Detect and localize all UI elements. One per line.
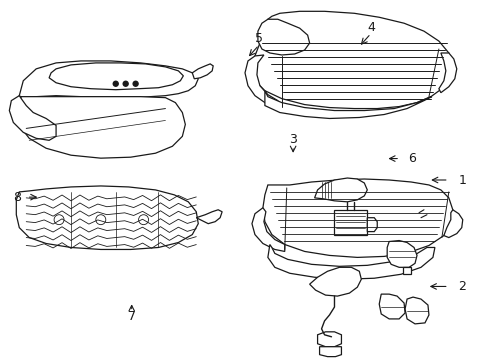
Polygon shape <box>402 267 410 274</box>
Text: 8: 8 <box>13 191 21 204</box>
Circle shape <box>133 81 138 86</box>
Text: 6: 6 <box>407 152 415 165</box>
Polygon shape <box>267 244 434 279</box>
Polygon shape <box>443 210 462 238</box>
Polygon shape <box>49 63 183 90</box>
Polygon shape <box>314 178 366 202</box>
Text: 3: 3 <box>288 134 296 147</box>
Polygon shape <box>257 19 309 55</box>
Polygon shape <box>386 240 416 267</box>
Polygon shape <box>379 294 404 319</box>
Polygon shape <box>438 53 456 93</box>
Polygon shape <box>16 186 198 249</box>
Polygon shape <box>251 208 284 251</box>
Text: 4: 4 <box>366 21 374 33</box>
Polygon shape <box>9 96 56 140</box>
Text: 1: 1 <box>457 174 466 186</box>
Polygon shape <box>244 55 277 107</box>
Circle shape <box>113 81 118 86</box>
Polygon shape <box>16 96 185 158</box>
Text: 2: 2 <box>457 280 466 293</box>
Polygon shape <box>251 11 451 109</box>
Polygon shape <box>319 347 341 357</box>
Polygon shape <box>317 332 341 347</box>
Polygon shape <box>19 61 198 99</box>
Polygon shape <box>366 218 376 231</box>
Polygon shape <box>334 210 366 235</box>
Circle shape <box>123 81 128 86</box>
Polygon shape <box>309 267 361 296</box>
Polygon shape <box>196 210 222 224</box>
Text: 5: 5 <box>255 32 263 45</box>
Polygon shape <box>404 297 428 324</box>
Polygon shape <box>263 179 452 257</box>
Text: 7: 7 <box>127 310 135 323</box>
Polygon shape <box>192 64 213 79</box>
Polygon shape <box>264 91 431 118</box>
